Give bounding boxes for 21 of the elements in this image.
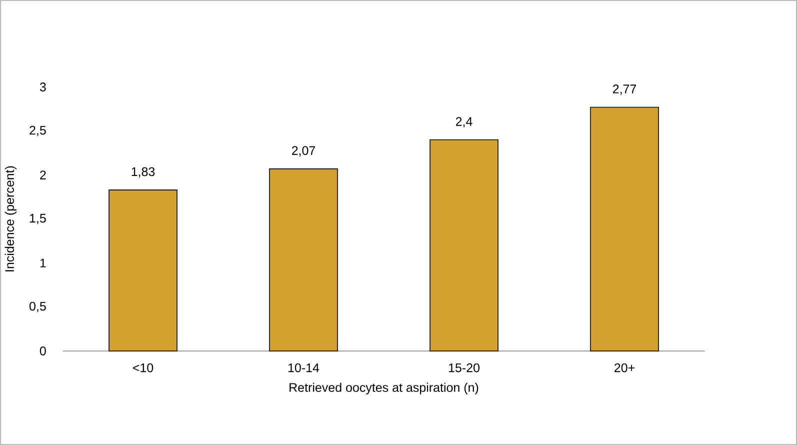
y-tick-label: 0,5 xyxy=(30,302,46,312)
y-tick-label: 2,5 xyxy=(30,126,46,136)
y-tick-label: 3 xyxy=(40,82,46,92)
y-tick-label: 2 xyxy=(40,170,46,180)
y-axis-title: Incidence (percent) xyxy=(4,166,16,272)
data-label: 2,4 xyxy=(456,117,472,128)
bar xyxy=(590,106,659,352)
data-label: 1,83 xyxy=(132,167,155,178)
x-tick-label: 20+ xyxy=(614,363,634,372)
x-axis-title: Retrieved oocytes at aspiration (n) xyxy=(290,382,478,394)
y-tick-label: 1 xyxy=(40,258,46,268)
x-tick-label: 15-20 xyxy=(448,363,480,372)
bar xyxy=(269,168,338,352)
data-label: 2,07 xyxy=(292,146,316,156)
bar xyxy=(108,190,178,352)
bar xyxy=(430,139,498,352)
x-tick-label: <10 xyxy=(133,363,154,372)
x-tick-label: 10-14 xyxy=(288,363,320,372)
y-tick-label: 0 xyxy=(40,346,46,356)
data-label: 2,77 xyxy=(612,84,636,95)
y-tick-label: 1,5 xyxy=(30,214,46,224)
